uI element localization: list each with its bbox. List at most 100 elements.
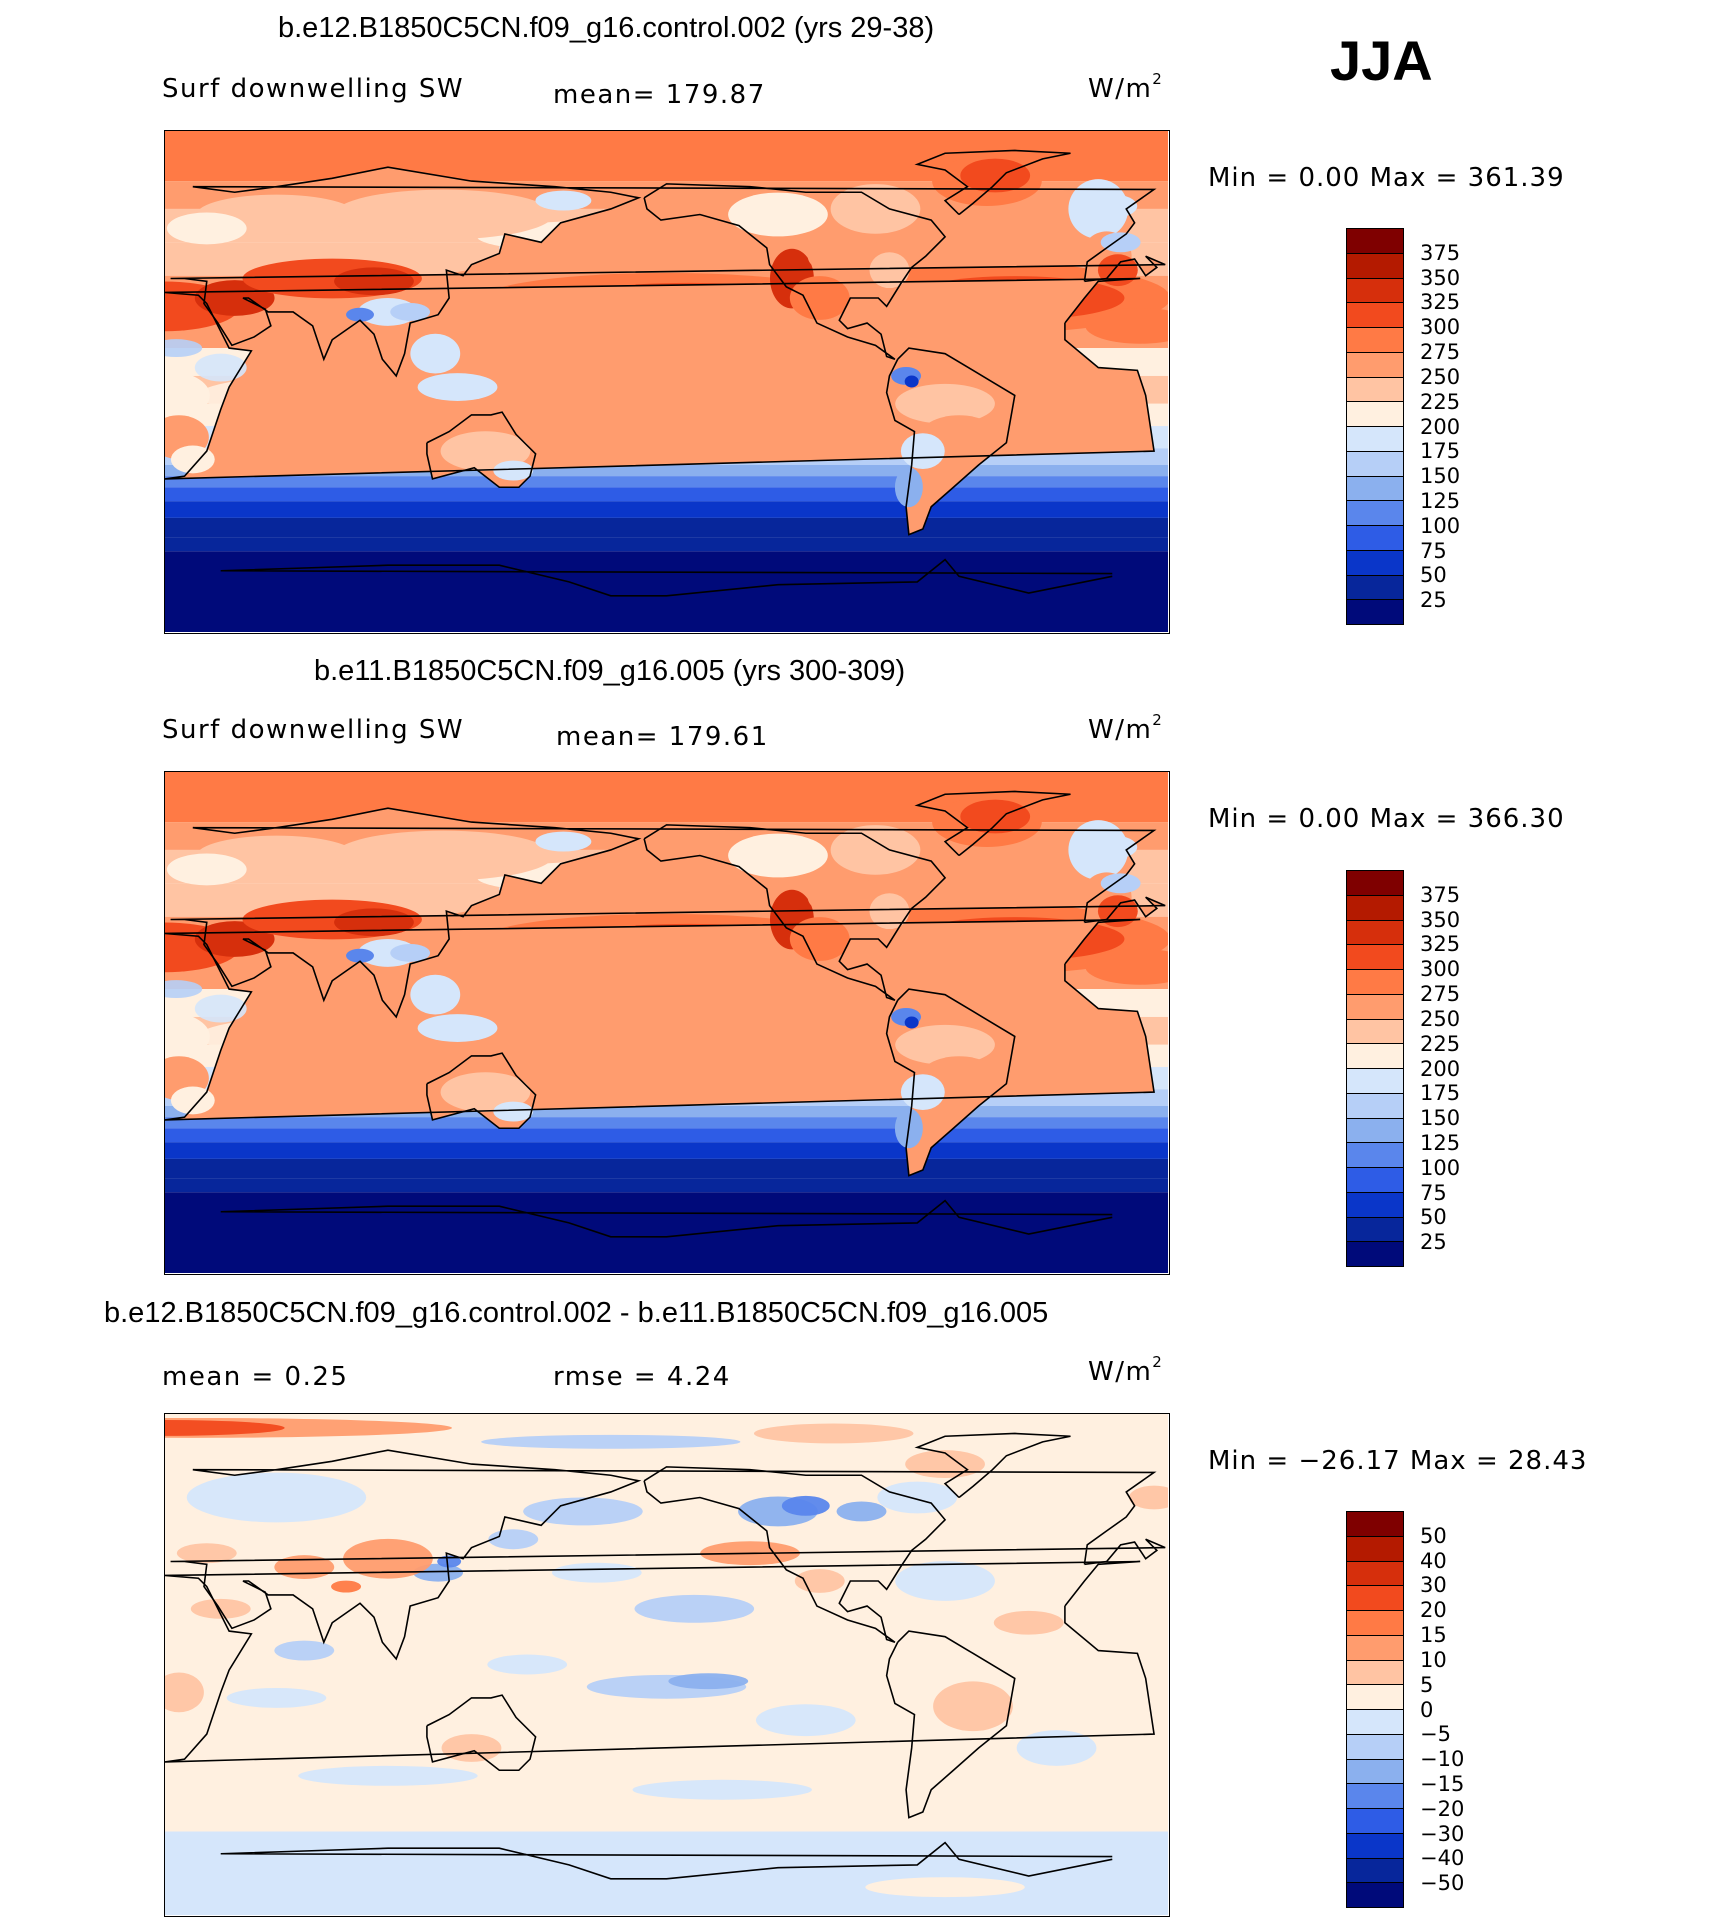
colorbar-box xyxy=(1347,1242,1403,1266)
colorbar-box xyxy=(1347,451,1403,477)
colorbar-box xyxy=(1347,970,1403,995)
colorbar-box xyxy=(1347,1217,1403,1243)
colorbar-tick-label: 100 xyxy=(1420,513,1461,538)
panel-1-map xyxy=(164,130,1170,634)
panel-2-mean-label: mean= 179.61 xyxy=(556,722,769,752)
colorbar-tick-label: 350 xyxy=(1420,265,1461,290)
colorbar-box xyxy=(1347,1883,1403,1907)
colorbar-box xyxy=(1347,920,1403,946)
panel-3-units: W/m2 xyxy=(1088,1353,1164,1387)
colorbar-box xyxy=(1347,1784,1403,1809)
colorbar-tick-label: 150 xyxy=(1420,1106,1461,1131)
panel-2-variable-label: Surf downwelling SW xyxy=(162,715,465,745)
colorbar-box xyxy=(1347,575,1403,601)
colorbar-tick-label: 275 xyxy=(1420,340,1461,365)
colorbar-tick-label: 175 xyxy=(1420,1081,1461,1106)
colorbar-tick-label: −10 xyxy=(1420,1747,1465,1772)
colorbar-box xyxy=(1347,994,1403,1020)
colorbar-box xyxy=(1347,600,1403,624)
colorbar-box xyxy=(1347,1685,1403,1710)
colorbar-tick-label: 10 xyxy=(1420,1647,1447,1672)
colorbar-box xyxy=(1347,402,1403,427)
colorbar-box xyxy=(1347,1168,1403,1193)
colorbar-tick-label: 15 xyxy=(1420,1623,1447,1648)
map-field xyxy=(165,772,1168,1273)
panel-1-variable-label: Surf downwelling SW xyxy=(162,74,465,104)
panel-1-units: W/m2 xyxy=(1088,70,1164,104)
panel-3-mean-label: mean = 0.25 xyxy=(162,1362,349,1392)
panel-2-min-max: Min = 0.00 Max = 366.30 xyxy=(1208,804,1565,834)
colorbar-box xyxy=(1347,945,1403,970)
colorbar-tick-label: 200 xyxy=(1420,1056,1461,1081)
colorbar-box xyxy=(1347,1019,1403,1045)
colorbar-tick-label: 225 xyxy=(1420,389,1461,414)
colorbar-box xyxy=(1347,253,1403,279)
colorbar-tick-label: 50 xyxy=(1420,1205,1447,1230)
panel-1-colorbar xyxy=(1346,228,1404,625)
colorbar-tick-label: 325 xyxy=(1420,290,1461,315)
colorbar-tick-label: 300 xyxy=(1420,315,1461,340)
colorbar-tick-label: 375 xyxy=(1420,240,1461,265)
colorbar-box xyxy=(1347,1536,1403,1562)
colorbar-tick-label: −20 xyxy=(1420,1796,1465,1821)
panel-2-colorbar xyxy=(1346,870,1404,1267)
panel-3-rmse-label: rmse = 4.24 xyxy=(553,1362,731,1392)
map-field xyxy=(165,1414,1168,1915)
colorbar-tick-label: 275 xyxy=(1420,982,1461,1007)
colorbar-box xyxy=(1347,229,1403,254)
colorbar-box xyxy=(1347,476,1403,502)
colorbar-box xyxy=(1347,1759,1403,1785)
panel-3-title: b.e12.B1850C5CN.f09_g16.control.002 - b.… xyxy=(104,1297,1049,1329)
colorbar-tick-label: 20 xyxy=(1420,1598,1447,1623)
colorbar-tick-label: 300 xyxy=(1420,957,1461,982)
colorbar-tick-label: 125 xyxy=(1420,488,1461,513)
colorbar-box xyxy=(1347,1069,1403,1094)
colorbar-box xyxy=(1347,501,1403,526)
colorbar-tick-label: 325 xyxy=(1420,932,1461,957)
colorbar-tick-label: 50 xyxy=(1420,1523,1447,1548)
colorbar-tick-label: 200 xyxy=(1420,414,1461,439)
colorbar-tick-label: −30 xyxy=(1420,1821,1465,1846)
colorbar-box xyxy=(1347,328,1403,353)
colorbar-tick-label: 125 xyxy=(1420,1130,1461,1155)
colorbar-box xyxy=(1347,1512,1403,1537)
colorbar-box xyxy=(1347,377,1403,403)
colorbar-tick-label: 350 xyxy=(1420,907,1461,932)
map-field xyxy=(165,131,1168,632)
panel-3-min-max: Min = −26.17 Max = 28.43 xyxy=(1208,1446,1588,1476)
colorbar-tick-label: 250 xyxy=(1420,1006,1461,1031)
colorbar-box xyxy=(1347,871,1403,896)
colorbar-tick-label: 0 xyxy=(1420,1697,1434,1722)
colorbar-tick-label: 25 xyxy=(1420,588,1447,613)
colorbar-box xyxy=(1347,1611,1403,1636)
colorbar-tick-label: −50 xyxy=(1420,1871,1465,1896)
colorbar-tick-label: 30 xyxy=(1420,1573,1447,1598)
colorbar-tick-label: 225 xyxy=(1420,1031,1461,1056)
colorbar-tick-label: 40 xyxy=(1420,1548,1447,1573)
colorbar-box xyxy=(1347,1118,1403,1144)
colorbar-box xyxy=(1347,526,1403,551)
colorbar-box xyxy=(1347,1192,1403,1218)
colorbar-tick-label: 5 xyxy=(1420,1672,1434,1697)
colorbar-box xyxy=(1347,1833,1403,1859)
colorbar-box xyxy=(1347,1143,1403,1168)
colorbar-box xyxy=(1347,550,1403,576)
panel-3-colorbar xyxy=(1346,1511,1404,1908)
colorbar-tick-label: 375 xyxy=(1420,882,1461,907)
colorbar-box xyxy=(1347,1660,1403,1686)
colorbar-box xyxy=(1347,1044,1403,1069)
colorbar-box xyxy=(1347,1093,1403,1119)
colorbar-tick-label: 100 xyxy=(1420,1155,1461,1180)
colorbar-box xyxy=(1347,1635,1403,1661)
colorbar-box xyxy=(1347,303,1403,328)
colorbar-tick-label: 75 xyxy=(1420,538,1447,563)
colorbar-box xyxy=(1347,1561,1403,1587)
colorbar-box xyxy=(1347,352,1403,378)
panel-1-title: b.e12.B1850C5CN.f09_g16.control.002 (yrs… xyxy=(278,12,935,44)
colorbar-box xyxy=(1347,278,1403,304)
colorbar-box xyxy=(1347,1858,1403,1884)
colorbar-box xyxy=(1347,895,1403,921)
season-label: JJA xyxy=(1330,29,1433,92)
colorbar-tick-label: 175 xyxy=(1420,439,1461,464)
colorbar-tick-label: 150 xyxy=(1420,464,1461,489)
